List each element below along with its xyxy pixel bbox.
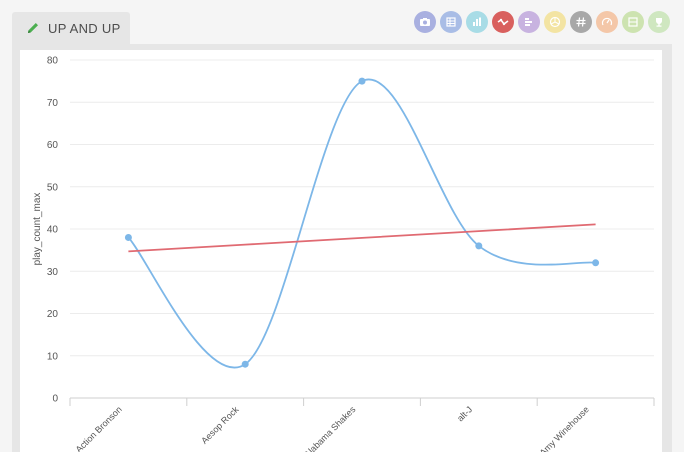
y-tick-label: 70 <box>47 98 59 109</box>
camera-icon <box>420 18 430 26</box>
table-button[interactable] <box>440 11 462 33</box>
data-point <box>124 233 132 241</box>
bar-chart-button[interactable] <box>466 11 488 33</box>
line-chart-icon <box>497 18 509 26</box>
data-point <box>475 242 483 250</box>
x-tick-label: Action Bronson <box>74 404 124 452</box>
y-tick-label: 60 <box>47 140 59 151</box>
camera-button[interactable] <box>414 11 436 33</box>
gauge-button[interactable] <box>596 11 618 33</box>
y-tick-label: 40 <box>47 225 59 236</box>
x-tick-label: Aesop Rock <box>199 404 241 446</box>
y-tick-label: 30 <box>47 267 59 278</box>
pencil-icon[interactable] <box>26 21 40 35</box>
series-line <box>127 78 596 369</box>
pie-chart-button[interactable] <box>544 11 566 33</box>
y-tick-label: 0 <box>52 394 58 405</box>
layout-icon <box>628 17 638 27</box>
trophy-icon <box>656 18 662 27</box>
number-button[interactable] <box>570 11 592 33</box>
x-tick-label: Amy Winehouse <box>538 404 591 452</box>
chart-type-toolbar <box>414 11 670 33</box>
chart-title: UP AND UP <box>48 20 121 36</box>
y-tick-label: 50 <box>47 182 59 193</box>
horizontal-bar-button[interactable] <box>518 11 540 33</box>
pie-chart-icon <box>549 16 561 28</box>
y-axis-label: play_count_max <box>32 193 43 266</box>
chart-card <box>20 50 662 452</box>
data-point <box>241 360 249 368</box>
y-tick-label: 10 <box>47 351 59 362</box>
y-tick-label: 80 <box>47 56 59 67</box>
layout-button[interactable] <box>622 11 644 33</box>
gauge-icon <box>601 17 613 26</box>
bar-chart-icon <box>473 17 481 26</box>
table-icon <box>446 17 456 27</box>
data-point <box>592 259 600 267</box>
horizontal-bar-icon <box>525 18 532 26</box>
data-point <box>358 77 366 85</box>
trophy-button[interactable] <box>648 11 670 33</box>
x-tick-label: Alabama Shakes <box>302 404 358 452</box>
y-tick-label: 20 <box>47 309 59 320</box>
hash-icon <box>576 17 586 27</box>
chart-tab[interactable]: UP AND UP <box>12 12 130 44</box>
x-tick-label: alt-J <box>455 404 474 423</box>
series-line <box>128 223 596 253</box>
line-chart-button[interactable] <box>492 11 514 33</box>
